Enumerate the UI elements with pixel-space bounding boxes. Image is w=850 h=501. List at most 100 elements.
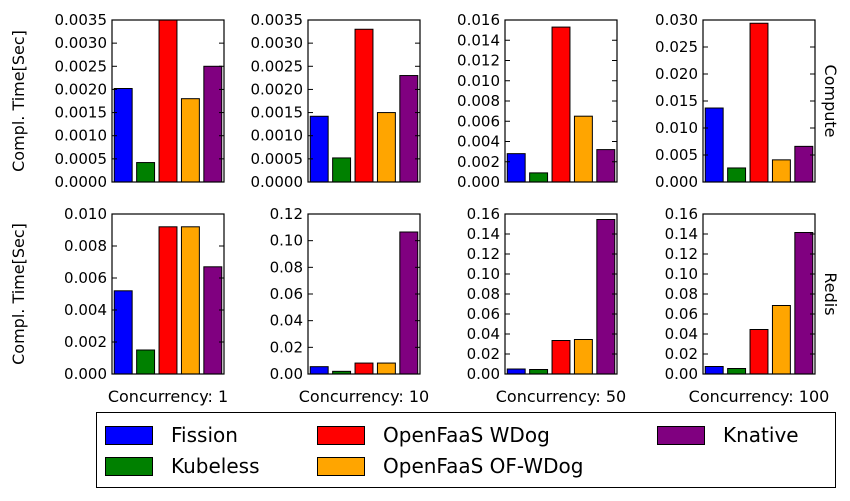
y-tick-label: 0.02 [270, 338, 303, 356]
bar-kubeless [529, 369, 549, 375]
y-axis-label-redis: Compl. Time[Sec] [9, 223, 28, 365]
y-tick-label: 0.010 [64, 205, 107, 223]
y-tick-label: 0.0035 [251, 11, 304, 29]
y-tick-label: 0.10 [467, 265, 500, 283]
y-tick-label: 0.08 [270, 258, 303, 276]
y-tick-label: 0.14 [467, 225, 500, 243]
y-tick-label: 0.002 [64, 333, 107, 351]
bar-kubeless [136, 349, 156, 375]
bar-kubeless [529, 172, 549, 183]
y-tick-label: 0.04 [467, 325, 500, 343]
legend-swatch [317, 456, 365, 476]
y-tick-label: 0.006 [457, 112, 500, 130]
bar-kubeless [727, 368, 747, 375]
y-tick-label: 0.06 [467, 305, 500, 323]
y-tick-label: 0.0035 [55, 11, 108, 29]
y-tick-label: 0.0025 [251, 57, 304, 75]
y-tick-label: 0.016 [457, 11, 500, 29]
subplot-redis-1: 0.000 0.002 0.004 0.006 0.008 0.010 [64, 205, 225, 383]
bar-openfaas-of-wdog [771, 159, 791, 183]
legend-item-fission: Fission [105, 420, 238, 450]
subplot-redis-2: 0.00 0.02 0.04 0.06 0.08 0.10 0.12 [270, 205, 421, 383]
bar-openfaas-wdog [551, 340, 571, 375]
y-tick-label: 0.10 [270, 232, 303, 250]
bar-openfaas-wdog [749, 22, 769, 183]
bar-fission [704, 366, 724, 375]
y-tick-label: 0.00 [467, 365, 500, 383]
legend-item-knative: Knative [657, 420, 799, 450]
bar-knative [203, 266, 223, 375]
y-tick-label: 0.006 [64, 269, 107, 287]
bar-kubeless [136, 162, 156, 183]
y-tick-label: 0.00 [665, 365, 698, 383]
bar-openfaas-of-wdog [180, 98, 200, 183]
y-tick-label: 0.02 [665, 345, 698, 363]
y-tick-label: 0.014 [457, 31, 500, 49]
y-tick-label: 0.000 [457, 173, 500, 191]
y-tick-label: 0.004 [64, 301, 107, 319]
y-tick-label: 0.02 [467, 345, 500, 363]
subplot-compute-4: 0.000 0.005 0.010 0.015 0.020 0.025 0.030 [655, 11, 816, 191]
y-tick-label: 0.015 [655, 92, 698, 110]
y-tick-label: 0.0000 [55, 173, 108, 191]
y-tick-label: 0.008 [64, 237, 107, 255]
bar-knative [596, 219, 616, 375]
subplot-redis-4: 0.00 0.02 0.04 0.06 0.08 0.10 0.12 0.14 0.16 [665, 205, 816, 383]
bar-fission [704, 107, 724, 183]
y-tick-label: 0.16 [467, 205, 500, 223]
y-tick-label: 0.0020 [55, 80, 108, 98]
y-tick-label: 0.012 [457, 52, 500, 70]
y-tick-label: 0.04 [270, 312, 303, 330]
axes-frame [111, 19, 225, 183]
bar-kubeless [332, 157, 352, 183]
bar-fission [506, 368, 526, 375]
bar-openfaas-of-wdog [180, 226, 200, 375]
y-tick-label: 0.0030 [251, 34, 304, 52]
y-tick-label: 0.0005 [55, 150, 108, 168]
y-tick-label: 0.010 [457, 72, 500, 90]
y-tick-label: 0.12 [665, 245, 698, 263]
legend-label: OpenFaaS OF-WDog [383, 454, 584, 478]
bar-fission [113, 290, 133, 375]
y-tick-label: 0.002 [457, 153, 500, 171]
bar-openfaas-of-wdog [573, 339, 593, 375]
bar-openfaas-wdog [749, 329, 769, 375]
y-tick-label: 0.0010 [251, 127, 304, 145]
legend-label: Knative [723, 423, 799, 447]
y-tick-label: 0.08 [665, 285, 698, 303]
y-tick-label: 0.025 [655, 38, 698, 56]
y-tick-label: 0.10 [665, 265, 698, 283]
y-tick-label: 0.020 [655, 65, 698, 83]
y-tick-label: 0.06 [665, 305, 698, 323]
y-tick-label: 0.004 [457, 133, 500, 151]
legend-label: OpenFaaS WDog [383, 423, 550, 447]
bar-openfaas-wdog [354, 28, 374, 183]
y-tick-label: 0.06 [270, 285, 303, 303]
legend-label: Fission [171, 423, 238, 447]
y-tick-label: 0.000 [64, 365, 107, 383]
x-axis-label-concurrency-3: Concurrency: 50 [496, 387, 626, 406]
y-tick-label: 0.0010 [55, 127, 108, 145]
y-axis-label-compute: Compl. Time[Sec] [9, 30, 28, 172]
bar-kubeless [727, 167, 747, 183]
y-tick-label: 0.08 [467, 285, 500, 303]
bar-openfaas-of-wdog [376, 362, 396, 375]
y-tick-label: 0.04 [665, 325, 698, 343]
subplot-redis-3: 0.00 0.02 0.04 0.06 0.08 0.10 0.12 0.14 0.16 [467, 205, 618, 383]
legend-swatch [105, 425, 153, 445]
y-tick-label: 0.00 [270, 365, 303, 383]
bar-openfaas-of-wdog [376, 112, 396, 183]
bar-openfaas-wdog [551, 26, 571, 183]
legend-swatch [317, 425, 365, 445]
legend-item-openfaas-of-wdog: OpenFaaS OF-WDog [317, 451, 583, 481]
x-axis-label-concurrency-4: Concurrency: 100 [689, 387, 830, 406]
y-tick-label: 0.005 [655, 146, 698, 164]
bar-openfaas-wdog [354, 362, 374, 375]
bar-fission [309, 366, 329, 375]
bar-openfaas-of-wdog [573, 115, 593, 183]
y-tick-label: 0.0000 [251, 173, 304, 191]
subplot-compute-3: 0.000 0.002 0.004 0.006 0.008 0.010 0.012 0.014… [457, 11, 618, 191]
row-label-compute: Compute [821, 65, 840, 138]
row-label-redis: Redis [821, 272, 840, 315]
